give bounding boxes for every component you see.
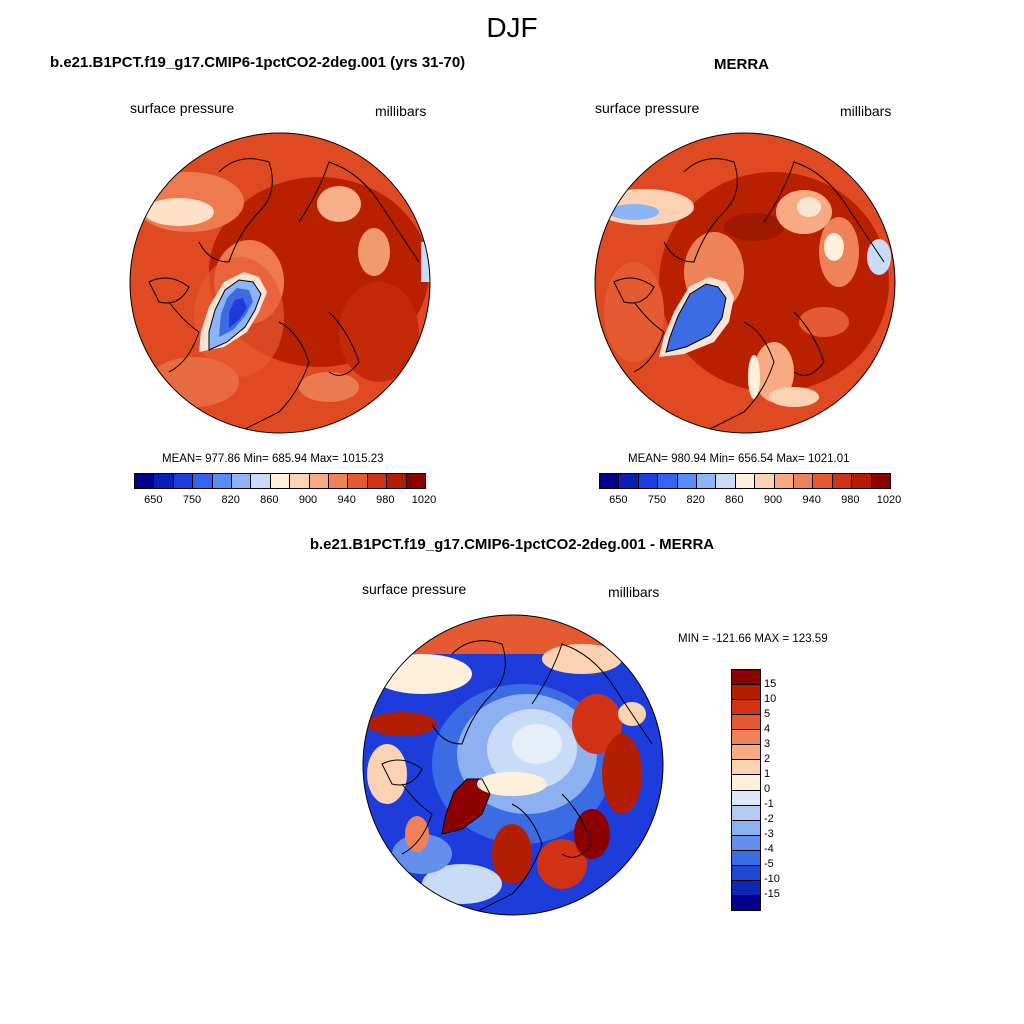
colorbar-tick-label: 4 <box>764 723 771 735</box>
diff-polar-map <box>362 614 664 916</box>
colorbar-swatch <box>638 474 659 488</box>
colorbar-swatch <box>732 715 760 731</box>
colorbar-swatch <box>212 474 233 488</box>
colorbar-tick-label: 650 <box>144 494 163 506</box>
colorbar-swatch <box>232 474 252 488</box>
diff-stats: MIN = -121.66 MAX = 123.59 <box>678 633 828 645</box>
colorbar-swatch <box>732 670 760 686</box>
model-colorbar-ticks: 650 750 820 860 900 940 980 1020 <box>134 494 436 508</box>
colorbar-swatch <box>813 474 833 488</box>
colorbar-swatch <box>732 790 760 806</box>
diff-colorbar-ticks: 15 10 5 4 3 2 1 0 -1 -2 -3 -4 -5 -10 -15 <box>764 669 804 909</box>
colorbar-swatch <box>600 474 620 488</box>
colorbar-tick-label: 10 <box>764 693 777 705</box>
obs-colorbar-ticks: 650 750 820 860 900 940 980 1020 <box>599 494 901 508</box>
diff-colorbar <box>731 669 761 911</box>
colorbar-tick-label: 980 <box>376 494 395 506</box>
colorbar-swatch <box>154 474 174 488</box>
colorbar-swatch <box>348 474 368 488</box>
obs-field-label: surface pressure <box>595 100 700 116</box>
colorbar-tick-label: 860 <box>725 494 744 506</box>
colorbar-swatch <box>732 835 760 851</box>
colorbar-swatch <box>732 685 760 701</box>
colorbar-tick-label: 750 <box>647 494 667 506</box>
colorbar-swatch <box>387 474 407 488</box>
model-panel-title: b.e21.B1PCT.f19_g17.CMIP6-1pctCO2-2deg.0… <box>50 54 466 71</box>
colorbar-swatch <box>270 474 291 488</box>
colorbar-swatch <box>755 474 775 488</box>
colorbar-tick-label: 900 <box>763 494 783 506</box>
colorbar-tick-label: 650 <box>609 494 628 506</box>
obs-panel-title: MERRA <box>714 56 769 73</box>
colorbar-swatch <box>406 474 426 488</box>
diff-panel-title: b.e21.B1PCT.f19_g17.CMIP6-1pctCO2-2deg.0… <box>309 536 715 553</box>
colorbar-tick-label: -5 <box>764 858 774 870</box>
colorbar-swatch <box>732 700 760 716</box>
colorbar-swatch <box>735 474 756 488</box>
model-stats: MEAN= 977.86 Min= 685.94 Max= 1015.23 <box>162 453 384 465</box>
colorbar-swatch <box>852 474 872 488</box>
model-polar-map <box>129 132 431 434</box>
season-title: DJF <box>486 12 538 43</box>
colorbar-swatch <box>193 474 213 488</box>
colorbar-swatch <box>732 805 760 821</box>
model-field-label: surface pressure <box>130 100 235 116</box>
colorbar-tick-label: 940 <box>337 494 356 506</box>
colorbar-swatch <box>367 474 388 488</box>
colorbar-tick-label: 1 <box>764 768 771 780</box>
colorbar-swatch <box>732 775 760 791</box>
obs-stats: MEAN= 980.94 Min= 656.54 Max= 1021.01 <box>628 453 850 465</box>
colorbar-tick-label: -1 <box>764 798 774 810</box>
colorbar-tick-label: -15 <box>764 888 780 900</box>
colorbar-swatch <box>732 865 760 881</box>
colorbar-tick-label: 2 <box>764 753 771 765</box>
colorbar-swatch <box>732 820 760 836</box>
colorbar-swatch <box>732 880 760 896</box>
model-colorbar <box>134 473 426 489</box>
model-units-label: millibars <box>375 103 427 119</box>
colorbar-tick-label: 750 <box>182 494 202 506</box>
colorbar-tick-label: 15 <box>764 678 777 690</box>
colorbar-swatch <box>774 474 795 488</box>
obs-units-label: millibars <box>840 103 892 119</box>
colorbar-tick-label: -2 <box>764 813 774 825</box>
colorbar-swatch <box>677 474 698 488</box>
colorbar-tick-label: 1020 <box>876 494 902 506</box>
colorbar-tick-label: -3 <box>764 828 774 840</box>
colorbar-swatch <box>871 474 891 488</box>
colorbar-swatch <box>329 474 349 488</box>
colorbar-tick-label: 980 <box>841 494 860 506</box>
diff-field-label: surface pressure <box>362 581 467 597</box>
colorbar-tick-label: 820 <box>221 494 240 506</box>
colorbar-swatch <box>619 474 639 488</box>
colorbar-swatch <box>290 474 310 488</box>
obs-colorbar <box>599 473 891 489</box>
obs-polar-map <box>594 132 896 434</box>
colorbar-swatch <box>732 760 760 776</box>
colorbar-swatch <box>732 730 760 746</box>
colorbar-tick-label: 0 <box>764 783 771 795</box>
colorbar-swatch <box>173 474 194 488</box>
colorbar-tick-label: 940 <box>802 494 821 506</box>
colorbar-tick-label: 860 <box>260 494 279 506</box>
colorbar-tick-label: 900 <box>298 494 318 506</box>
colorbar-tick-label: 5 <box>764 708 771 720</box>
colorbar-swatch <box>309 474 330 488</box>
colorbar-swatch <box>716 474 736 488</box>
colorbar-swatch <box>732 895 760 910</box>
colorbar-swatch <box>697 474 717 488</box>
colorbar-swatch <box>732 745 760 761</box>
colorbar-swatch <box>135 474 155 488</box>
colorbar-swatch <box>251 474 271 488</box>
colorbar-swatch <box>732 850 760 866</box>
diff-units-label: millibars <box>608 584 660 600</box>
colorbar-swatch <box>832 474 853 488</box>
colorbar-tick-label: 1020 <box>411 494 437 506</box>
colorbar-tick-label: 820 <box>686 494 705 506</box>
colorbar-swatch <box>794 474 814 488</box>
colorbar-tick-label: 3 <box>764 738 771 750</box>
colorbar-swatch <box>658 474 678 488</box>
colorbar-tick-label: -4 <box>764 843 774 855</box>
colorbar-tick-label: -10 <box>764 873 780 885</box>
